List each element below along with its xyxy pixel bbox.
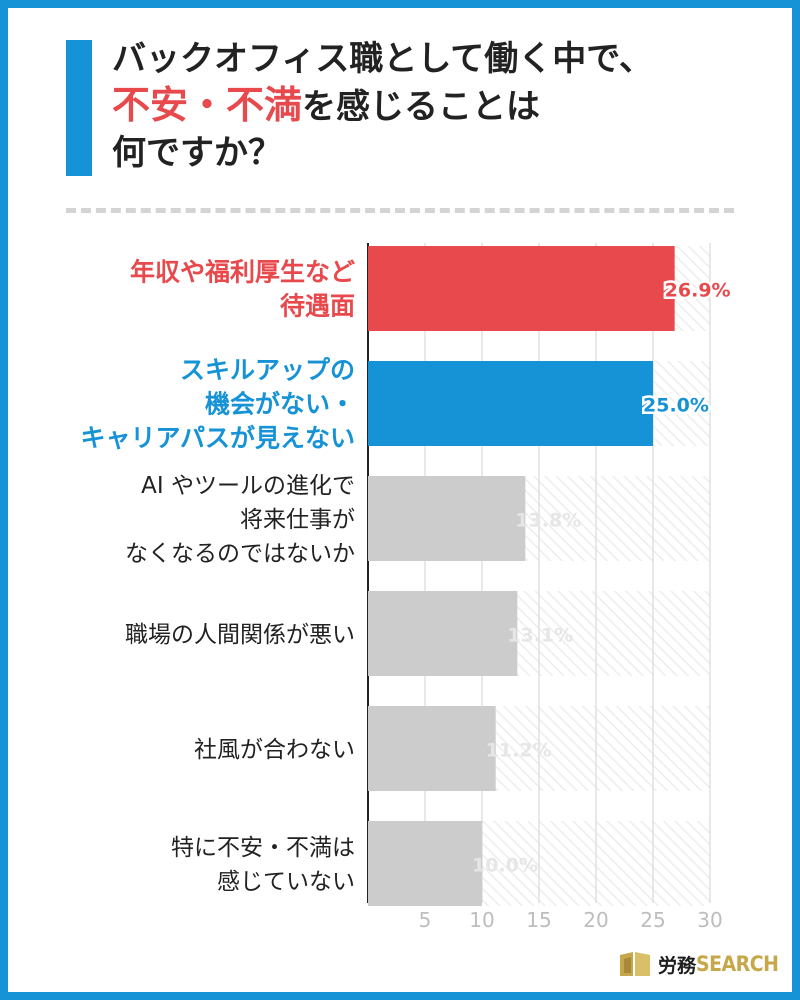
x-tick-label-25: 25: [640, 908, 665, 932]
title-accent-bar: [66, 40, 92, 176]
value-label-4: 13.1%: [507, 625, 573, 647]
bar-2: [368, 361, 653, 446]
value-label-6: 10.0%: [472, 855, 538, 877]
category-label-2-line-2: 機会がない・: [205, 390, 355, 419]
category-label-3-line-1: AI やツールの進化で: [141, 473, 355, 499]
title-line-3: 何ですか？: [112, 133, 282, 173]
logo-text-search: SEARCH: [696, 952, 779, 976]
bar-1: [368, 246, 675, 331]
logo-book-icon: [620, 952, 650, 976]
category-label-1-line-1: 年収や福利厚生など: [130, 258, 355, 287]
category-label-4-line-1: 職場の人間関係が悪い: [125, 622, 355, 648]
category-label-2-line-1: スキルアップの: [180, 356, 355, 385]
value-label-2: 25.0%: [643, 395, 709, 417]
bar-6: [368, 821, 482, 906]
category-label-5-line-1: 社風が合わない: [194, 737, 355, 763]
x-tick-label-10: 10: [469, 908, 494, 932]
category-label-1-line-2: 待遇面: [280, 292, 355, 321]
category-label-6-line-2: 感じていない: [217, 869, 355, 895]
dashed-divider: [66, 208, 734, 213]
x-tick-label-15: 15: [526, 908, 551, 932]
x-tick-label-20: 20: [583, 908, 608, 932]
logo-text-japanese: 労務: [658, 954, 697, 977]
category-label-6-line-1: 特に不安・不満は: [171, 835, 355, 861]
value-label-3: 13.8%: [515, 510, 581, 532]
value-label-1: 26.9%: [665, 280, 731, 302]
title-line-2: 不安・不満を感じることは: [112, 82, 762, 130]
category-label-3-line-2: 将来仕事が: [240, 507, 355, 533]
category-label-2-line-3: キャリアパスが見えない: [80, 424, 355, 453]
bar-5: [368, 706, 496, 791]
category-label-3-line-3: なくなるのではないか: [125, 541, 355, 567]
bar-3: [368, 476, 526, 561]
title-line-2-rest: を感じることは: [302, 87, 541, 127]
value-label-5: 11.2%: [486, 740, 552, 762]
x-tick-label-30: 30: [697, 908, 722, 932]
title-line-1: バックオフィス職として働く中で、: [112, 39, 653, 79]
chart-title: バックオフィス職として働く中で、 不安・不満を感じることは 何ですか？: [112, 36, 762, 176]
title-highlight: 不安・不満: [112, 83, 303, 127]
bar-4: [368, 591, 518, 676]
brand-logo: 労務 SEARCH: [618, 950, 779, 978]
x-tick-label-5: 5: [419, 908, 432, 932]
